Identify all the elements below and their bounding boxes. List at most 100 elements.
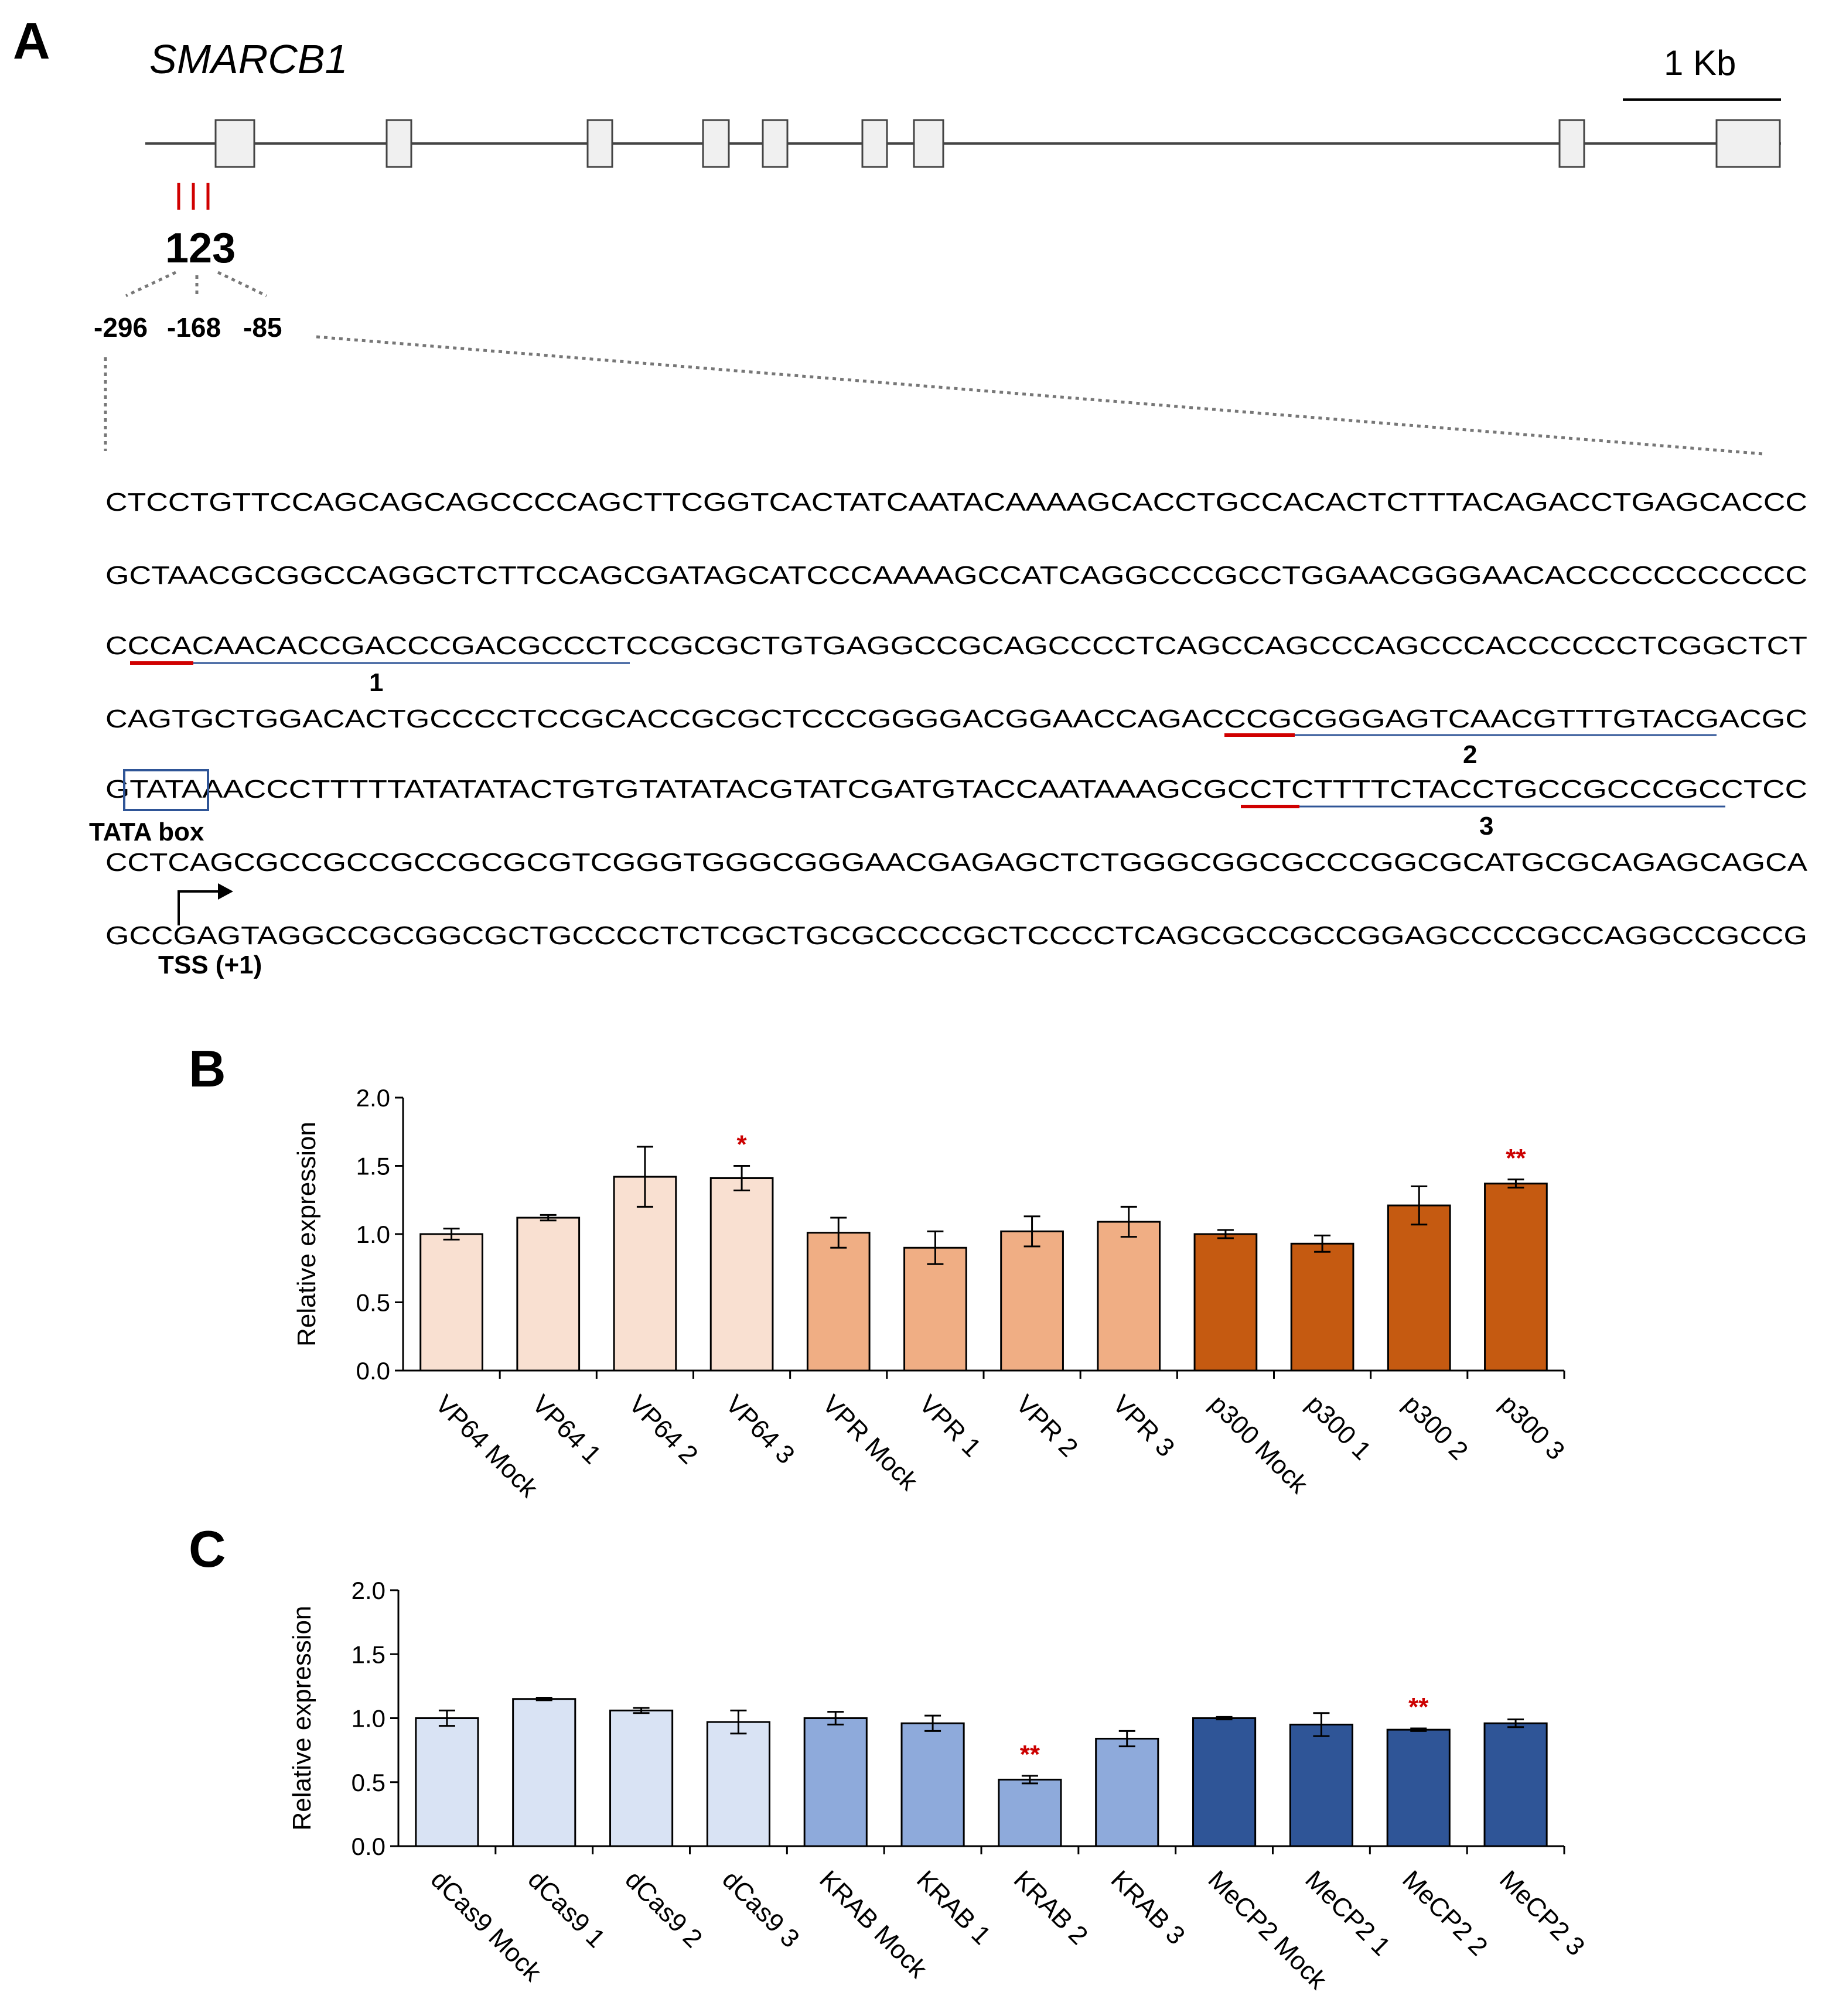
chart-c-category-label-9: MeCP2 1 [1299, 1865, 1395, 1961]
chart-b-category-label-7: VPR 3 [1107, 1389, 1180, 1463]
panel-label-c: C [189, 1520, 226, 1578]
chart-c-significance-6: ** [1020, 1740, 1040, 1769]
chart-b-significance-3: * [737, 1130, 748, 1159]
chart-c-bar-7 [1095, 1737, 1159, 1847]
chart-b-bar-1 [516, 1217, 581, 1372]
panel-label-a: A [13, 12, 50, 70]
chart-c-bar-3 [706, 1721, 770, 1847]
chart-b-category-label-8: p300 Mock [1204, 1389, 1314, 1499]
chart-c-y-tick-label-2: 1.0 [352, 1705, 385, 1733]
sequence-line-5: GTATAAACCCTTTTTATATATACTGTGTATATACGTATCG… [105, 775, 1807, 804]
promoter-sequence: CTCCTGTTCCAGCAGCAGCCCCAGCTTCGGTCACTATCAA… [105, 488, 1808, 950]
chart-c-y-tick-label-3: 1.5 [352, 1641, 385, 1668]
chart-b-bar-4 [806, 1232, 871, 1372]
exon-3 [586, 119, 613, 168]
guide-3-label: 3 [1479, 812, 1493, 840]
chart-b-category-label-1: VP64 1 [527, 1389, 607, 1470]
guide-position-3: -85 [243, 312, 282, 343]
chart-b-y-tick-label-3: 1.5 [356, 1153, 390, 1180]
tata-box-label: TATA box [89, 818, 204, 846]
chart-c-y-tick-label-1: 0.5 [352, 1769, 385, 1796]
chart-b-category-label-6: VPR 2 [1011, 1389, 1084, 1463]
chart-b-bar-9 [1290, 1242, 1354, 1372]
gene-name: SMARCB1 [149, 36, 347, 82]
chart-c-category-label-7: KRAB 3 [1106, 1865, 1190, 1950]
panel-label-b: B [189, 1040, 226, 1098]
exon-9 [1715, 119, 1781, 168]
chart-c-category-label-1: dCas9 1 [523, 1865, 611, 1953]
guide-connectors [104, 271, 1764, 456]
chart-c-category-label-3: dCas9 3 [716, 1865, 805, 1953]
chart-b-category-label-11: p300 3 [1494, 1389, 1570, 1465]
chart-b-bar-3 [709, 1177, 774, 1372]
chart-b-bar-8 [1193, 1233, 1258, 1372]
chart-b-bar-7 [1097, 1221, 1161, 1372]
guide-2-label: 2 [1463, 740, 1477, 769]
exon-6 [861, 119, 888, 168]
sequence-line-6: CCTCAGCGCCGCCGCCGCGCGTCGGGTGGGCGGGAACGAG… [105, 848, 1808, 877]
guide-numbers: 123 [165, 225, 236, 272]
guide-position-2: -168 [167, 312, 221, 343]
chart-c-bar-0 [415, 1717, 479, 1847]
gene-structure [145, 119, 1781, 168]
exon-2 [385, 119, 412, 168]
chart-b-bar-6 [1000, 1230, 1064, 1372]
chart-c-bar-6 [998, 1778, 1062, 1847]
tss-arrow [178, 890, 226, 925]
guide-1-label: 1 [369, 668, 383, 697]
exon-7 [913, 119, 944, 168]
sequence-line-4: CAGTGCTGGACACTGCCCCTCCGCACCGCGCTCCCGGGGA… [105, 705, 1807, 733]
chart-c-y-axis-label: Relative expression [288, 1606, 316, 1831]
exon-5 [762, 119, 789, 168]
chart-c-category-label-10: MeCP2 2 [1397, 1865, 1493, 1961]
chart-c-bar-4 [803, 1717, 868, 1847]
chart-b-y-tick-label-1: 0.5 [356, 1289, 390, 1317]
chart-c-category-label-5: KRAB 1 [911, 1865, 996, 1950]
chart-b-category-label-4: VPR Mock [817, 1389, 923, 1496]
tata-box-outline [123, 769, 209, 811]
sequence-line-2: GCTAACGCGGCCAGGCTCTTCCAGCGATAGCATCCCAAAA… [105, 561, 1807, 590]
chart-b-bar-5 [903, 1246, 967, 1372]
chart-c-bar-1 [512, 1698, 576, 1847]
chart-b-category-label-9: p300 1 [1301, 1389, 1377, 1465]
chart-c-y-tick-label-0: 0.0 [352, 1833, 385, 1860]
chart-b-significance-11: ** [1506, 1144, 1526, 1173]
exon-8 [1558, 119, 1585, 168]
guide-position-1: -296 [94, 312, 148, 343]
chart-c-bar-9 [1289, 1723, 1353, 1847]
sequence-line-7: GCCGAGTAGGCCGCGGCGCTGCCCCTCTCGCTGCGCCCCG… [105, 921, 1807, 950]
chart-c-significance-10: ** [1408, 1693, 1429, 1721]
tss-arrow-head [218, 883, 233, 900]
chart-b-category-label-3: VP64 3 [720, 1389, 800, 1470]
chart-b-y-tick-label-0: 0.0 [356, 1357, 390, 1385]
chart-c: 0.0 0.5 1.0 1.5 2.0 Relative expression dCas9 … [288, 1577, 1590, 1996]
chart-b-y-tick-label-2: 1.0 [356, 1221, 390, 1248]
scale-bar-label: 1 Kb [1664, 43, 1736, 83]
exon-1 [214, 119, 255, 168]
chart-c-y-tick-label-4: 2.0 [352, 1577, 385, 1604]
chart-b-category-label-10: p300 2 [1397, 1389, 1473, 1465]
chart-c-category-label-2: dCas9 2 [620, 1865, 708, 1953]
chart-b-category-label-2: VP64 2 [623, 1389, 704, 1470]
chart-c-bar-5 [900, 1722, 965, 1847]
sequence-line-1: CTCCTGTTCCAGCAGCAGCCCCAGCTTCGGTCACTATCAA… [105, 488, 1807, 517]
chart-b-category-label-5: VPR 1 [913, 1389, 987, 1463]
chart-c-bar-11 [1483, 1722, 1548, 1847]
chart-b-bar-11 [1484, 1183, 1548, 1372]
chart-c-category-label-11: MeCP2 3 [1494, 1865, 1590, 1961]
chart-b-bar-0 [419, 1233, 483, 1372]
guide-ticks [177, 183, 210, 210]
chart-b-category-label-0: VP64 Mock [430, 1389, 544, 1503]
chart-c-bar-8 [1192, 1717, 1257, 1847]
exon-4 [702, 119, 730, 168]
chart-c-category-label-6: KRAB 2 [1008, 1865, 1093, 1950]
chart-c-bar-2 [609, 1709, 674, 1847]
chart-c-bar-10 [1386, 1728, 1451, 1847]
tss-label: TSS (+1) [158, 951, 262, 979]
chart-b-y-tick-label-4: 2.0 [356, 1084, 390, 1112]
chart-b: 0.0 0.5 1.0 1.5 2.0 Relative expression VP64 M… [292, 1084, 1570, 1504]
chart-b-y-axis-label: Relative expression [292, 1122, 321, 1347]
sequence-line-3: CCCACAACACCGACCCGACGCCCTCCGCGCTGTGAGGCCG… [105, 631, 1807, 660]
chart-b-bar-10 [1387, 1204, 1451, 1372]
